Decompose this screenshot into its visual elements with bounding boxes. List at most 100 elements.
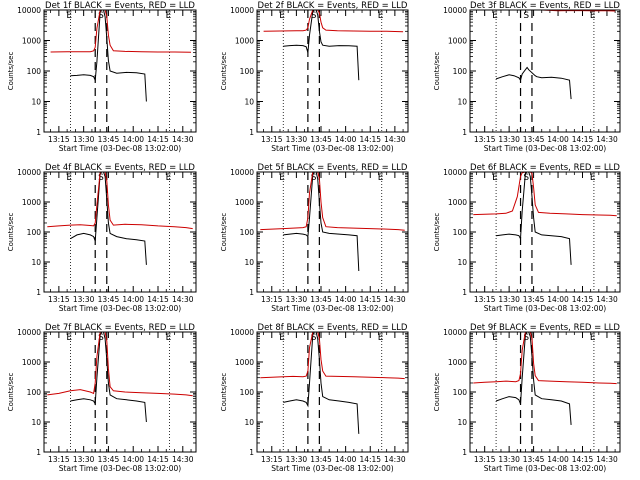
y-axis-label: Counts/sec (7, 213, 15, 252)
series-line-events (283, 172, 360, 272)
x-tick-label: 14:00 (547, 455, 569, 464)
y-tick-label: 100 (240, 67, 255, 76)
marker-label-s: S (311, 173, 317, 183)
chart-panel-5: Det 5f BLACK = Events, RED = LLD Counts/s… (220, 163, 409, 313)
y-tick-label: 1 (249, 128, 254, 137)
marker-label-e: E (590, 333, 596, 343)
series-line-lld (50, 10, 192, 53)
series-line-lld (476, 10, 616, 12)
x-axis-label: Start Time (03-Dec-08 13:02:00) (484, 304, 606, 313)
y-tick-label: 1000 (22, 37, 41, 46)
x-tick-label: 13:30 (73, 455, 95, 464)
x-tick-label: 14:30 (172, 135, 194, 144)
x-tick-label: 14:00 (547, 295, 569, 304)
x-tick-label: 13:45 (310, 135, 332, 144)
marker-label-s: S (523, 173, 529, 183)
y-tick-label: 100 (453, 388, 468, 397)
chart-panel-7: Det 7f BLACK = Events, RED = LLD Counts/s… (7, 323, 197, 473)
y-tick-label: 10 (31, 258, 41, 267)
y-tick-label: 1000 (235, 37, 254, 46)
x-tick-label: 13:45 (523, 295, 545, 304)
marker-label-s: S (523, 11, 529, 21)
x-axis-label: Start Time (03-Dec-08 13:02:00) (484, 144, 606, 153)
y-axis-label: Counts/sec (433, 213, 441, 252)
plot-frame (43, 331, 197, 453)
y-tick-label: 100 (27, 228, 42, 237)
x-axis-label: Start Time (03-Dec-08 13:02:00) (484, 464, 606, 473)
marker-label-e: E (166, 11, 172, 21)
chart-panel-3: Det 3f BLACK = Events, RED = LLD Counts/s… (433, 1, 621, 153)
y-axis-label: Counts/sec (220, 52, 228, 91)
x-tick-label: 13:30 (498, 455, 520, 464)
x-tick-label: 13:15 (48, 135, 70, 144)
x-axis-label: Start Time (03-Dec-08 13:02:00) (59, 144, 181, 153)
marker-label-e: E (378, 173, 384, 183)
y-tick-label: 1000 (448, 358, 467, 367)
x-tick-label: 13:15 (474, 295, 496, 304)
x-tick-label: 14:00 (547, 135, 569, 144)
x-tick-label: 14:30 (384, 135, 406, 144)
y-tick-label: 10000 (17, 6, 41, 15)
marker-label-e: E (66, 333, 72, 343)
x-tick-label: 14:00 (122, 455, 144, 464)
y-tick-label: 1 (462, 288, 467, 297)
plot-frame (256, 331, 409, 453)
chart-title: Det 5f BLACK = Events, RED = LLD (258, 163, 408, 173)
series-line-lld (473, 332, 617, 385)
marker-label-s: S (523, 333, 529, 343)
x-tick-label: 13:15 (474, 135, 496, 144)
x-tick-label: 14:00 (335, 455, 357, 464)
x-tick-label: 13:45 (523, 455, 545, 464)
chart-panel-6: Det 6f BLACK = Events, RED = LLD Counts/s… (433, 163, 621, 313)
plot-frame (43, 171, 197, 293)
series-line-events (283, 332, 360, 434)
marker-label-s: S (98, 173, 104, 183)
marker-label-e: E (492, 173, 498, 183)
x-tick-label: 14:30 (596, 455, 618, 464)
series-line-events (495, 332, 572, 425)
y-tick-label: 1000 (22, 358, 41, 367)
x-tick-label: 14:15 (572, 135, 594, 144)
x-tick-label: 13:30 (286, 135, 308, 144)
x-tick-label: 13:30 (73, 135, 95, 144)
plot-frame (469, 9, 621, 133)
marker-label-s: S (98, 11, 104, 21)
y-tick-label: 10 (244, 418, 254, 427)
x-tick-label: 14:15 (359, 135, 381, 144)
y-tick-label: 10 (31, 418, 41, 427)
x-axis-label: Start Time (03-Dec-08 13:02:00) (271, 304, 393, 313)
chart-panel-8: Det 8f BLACK = Events, RED = LLD Counts/s… (220, 323, 409, 473)
x-tick-label: 14:15 (572, 455, 594, 464)
x-tick-label: 14:15 (147, 455, 169, 464)
y-tick-label: 100 (240, 228, 255, 237)
y-tick-label: 10 (244, 258, 254, 267)
series-line-lld (47, 332, 193, 397)
y-tick-label: 10000 (17, 168, 41, 177)
x-tick-label: 13:45 (310, 295, 332, 304)
y-tick-label: 10000 (443, 6, 467, 15)
y-tick-label: 10000 (230, 168, 254, 177)
marker-label-e: E (590, 173, 596, 183)
x-tick-label: 13:15 (48, 455, 70, 464)
chart-panel-9: Det 9f BLACK = Events, RED = LLD Counts/s… (433, 323, 621, 473)
x-tick-label: 13:30 (498, 135, 520, 144)
y-tick-label: 100 (453, 228, 468, 237)
x-tick-label: 14:15 (147, 295, 169, 304)
marker-label-s: S (311, 333, 317, 343)
y-tick-label: 10000 (443, 168, 467, 177)
series-line-lld (473, 172, 617, 217)
x-tick-label: 14:00 (122, 295, 144, 304)
y-tick-label: 10 (457, 418, 467, 427)
x-tick-label: 14:30 (384, 455, 406, 464)
x-tick-label: 13:15 (474, 455, 496, 464)
y-tick-label: 10000 (230, 328, 254, 337)
chart-panel-4: Det 4f BLACK = Events, RED = LLD Counts/s… (7, 163, 197, 313)
series-line-events (70, 172, 147, 265)
y-tick-label: 100 (453, 67, 468, 76)
y-axis-label: Counts/sec (220, 373, 228, 412)
chart-title: Det 3f BLACK = Events, RED = LLD (470, 1, 620, 11)
chart-title: Det 8f BLACK = Events, RED = LLD (258, 323, 408, 333)
series-line-events (70, 332, 147, 423)
plot-frame (469, 331, 621, 453)
x-tick-label: 13:15 (261, 455, 283, 464)
